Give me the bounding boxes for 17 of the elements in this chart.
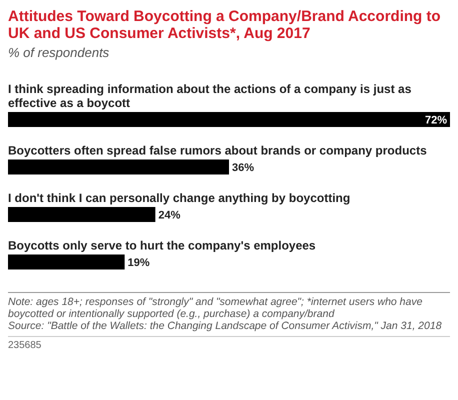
data-label: 36% — [232, 162, 254, 174]
chart-title: Attitudes Toward Boycotting a Company/Brand According to UK and US Consumer Activists*, Aug 2017 — [8, 8, 442, 42]
text: Note: ages 18+; responses of "strongly" and "somewhat agree"; *internet users who have boycotted or intentionally supported (e.g., purchase) a company/brand — [8, 296, 424, 320]
y-tick-label: Boycotts only serve to hurt the company's employees — [8, 238, 316, 252]
data-label: 19% — [128, 257, 150, 269]
y-tick-label: I don't think I can personally change anything by boycotting — [8, 191, 350, 205]
bar — [8, 112, 450, 127]
bar — [8, 207, 156, 222]
data-label: 72% — [424, 114, 448, 126]
source-note: Source: "Battle of the Wallets: the Changing Landscape of Consumer Activism," Jan 31, 2018 — [8, 320, 443, 332]
y-tick-label: I think spreading information about the actions of a company is just as effective as a boycott — [8, 82, 412, 110]
bar — [8, 160, 229, 174]
chart-subtitle: % of respondents — [8, 45, 110, 60]
bar — [8, 254, 125, 270]
data-label: 24% — [158, 210, 181, 222]
y-tick-label: Boycotters often spread false rumors about brands or company products — [8, 144, 428, 158]
text: 235685 — [8, 340, 42, 351]
